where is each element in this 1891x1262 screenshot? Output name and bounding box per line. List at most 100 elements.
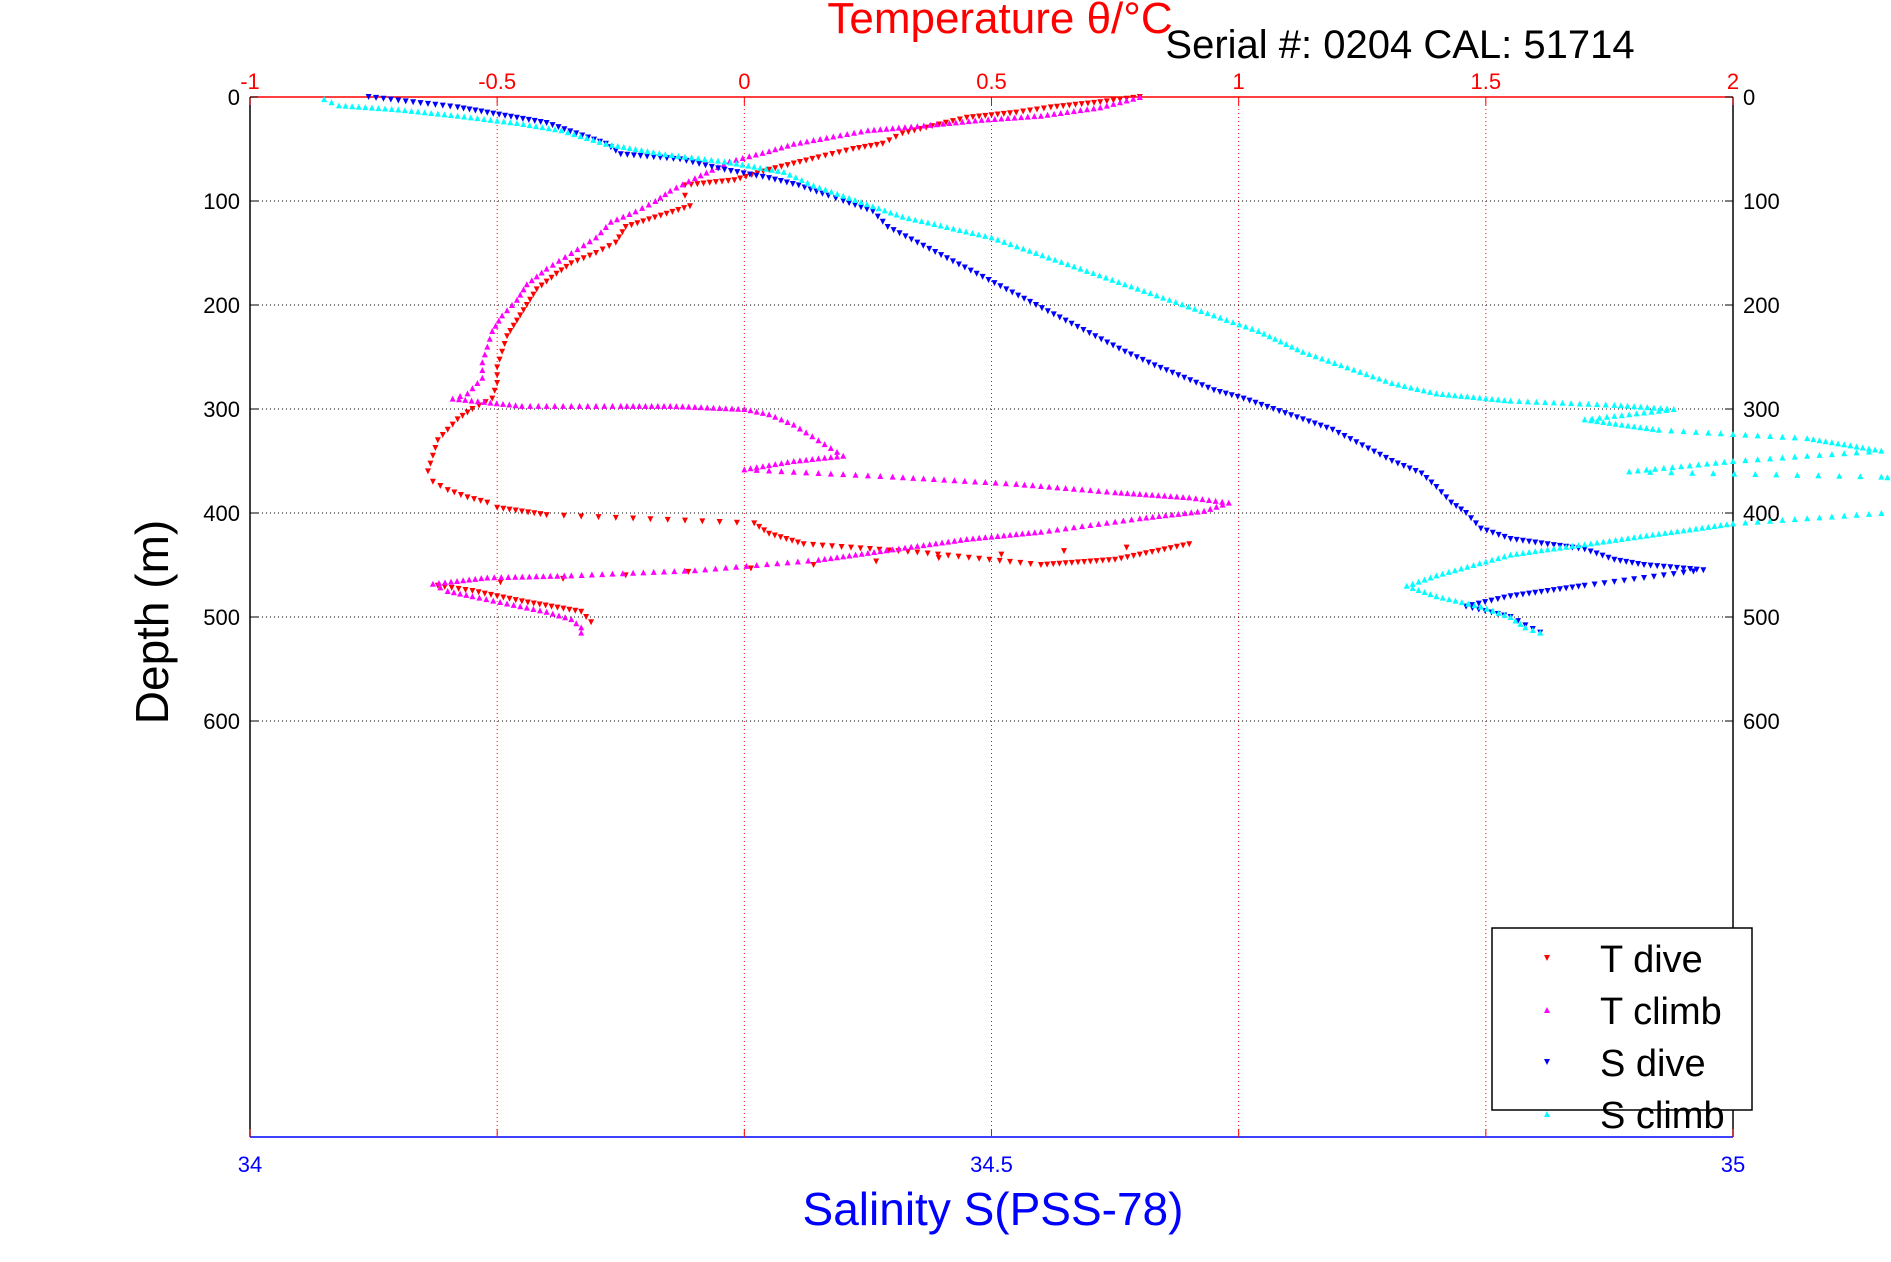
data-point [1773,471,1780,478]
data-point [1118,489,1125,496]
data-point [1637,403,1644,410]
data-point [774,167,781,174]
data-point [877,548,884,555]
data-point [1529,627,1536,633]
data-point [500,594,507,601]
data-point [1130,95,1137,102]
data-point [1513,550,1520,557]
data-point [1105,557,1112,564]
salinity-tick-label: 35 [1721,1152,1745,1177]
data-point [1102,274,1109,281]
data-point [972,478,979,485]
data-point [1255,328,1262,334]
data-point [1458,565,1465,572]
data-point [1673,564,1680,571]
data-point [1519,549,1526,556]
data-point [1133,354,1140,361]
data-point [1225,499,1232,506]
data-point [395,106,402,113]
data-point [429,580,436,587]
data-point [1427,591,1434,598]
data-point [1476,394,1483,401]
data-point [408,107,415,114]
data-point [944,255,951,262]
data-point [527,402,534,409]
data-point [1717,430,1724,437]
data-point [1270,406,1277,412]
depth-tick-label-left: 500 [203,605,240,630]
data-point [1587,548,1594,555]
data-point [1331,359,1338,366]
data-point [661,568,668,575]
data-point [518,598,525,605]
data-point [874,213,881,220]
data-point [1878,473,1885,480]
data-point [513,114,520,121]
data-point [869,208,876,215]
data-point [1482,558,1489,565]
data-point [716,519,723,526]
data-point [889,546,896,553]
data-point [852,202,859,209]
data-point [1037,482,1044,489]
data-point [1495,555,1502,562]
data-point [875,205,882,212]
data-point [1025,529,1032,536]
data-point [699,518,706,525]
data-point [920,242,927,249]
data-point [1118,555,1125,562]
data-point [1532,548,1539,555]
data-point [1288,343,1295,350]
data-point [1136,94,1143,100]
data-point [836,149,843,156]
data-point [554,604,561,611]
data-point [800,541,807,548]
data-point [695,155,702,162]
data-point [478,108,485,115]
data-point [517,603,524,610]
data-point [886,137,893,144]
data-point [487,116,494,123]
data-point [455,396,462,403]
data-point [1185,303,1192,310]
data-point [790,468,797,475]
data-point [1482,395,1489,402]
data-point [1477,603,1484,610]
data-point [951,477,958,484]
data-point [349,103,356,110]
data-point [746,171,753,178]
data-point [619,570,626,577]
data-point [819,542,826,549]
data-point [956,116,963,123]
data-point [741,406,748,412]
data-point [1169,369,1176,376]
data-point [1495,396,1502,403]
data-point [494,117,501,124]
data-point [1149,491,1156,498]
data-point [997,283,1004,290]
data-point [848,544,855,551]
data-point [834,448,841,455]
data-point [475,589,482,596]
data-point [1611,412,1618,419]
data-point [439,102,446,109]
data-point [1401,382,1408,389]
data-point [590,136,597,143]
series-s-dive [365,94,1707,636]
data-point [918,218,925,225]
data-point [809,155,816,162]
data-point [924,550,931,557]
data-point [792,174,799,181]
data-point [778,163,785,170]
data-point [500,505,507,512]
data-point [1136,490,1143,497]
data-point [1501,397,1508,404]
data-point [1779,454,1786,461]
data-point [1128,516,1135,523]
data-point [982,534,989,541]
data-point [1507,551,1514,558]
data-point [702,162,709,169]
data-point [784,162,791,169]
data-point [959,118,966,125]
data-point [630,402,637,409]
